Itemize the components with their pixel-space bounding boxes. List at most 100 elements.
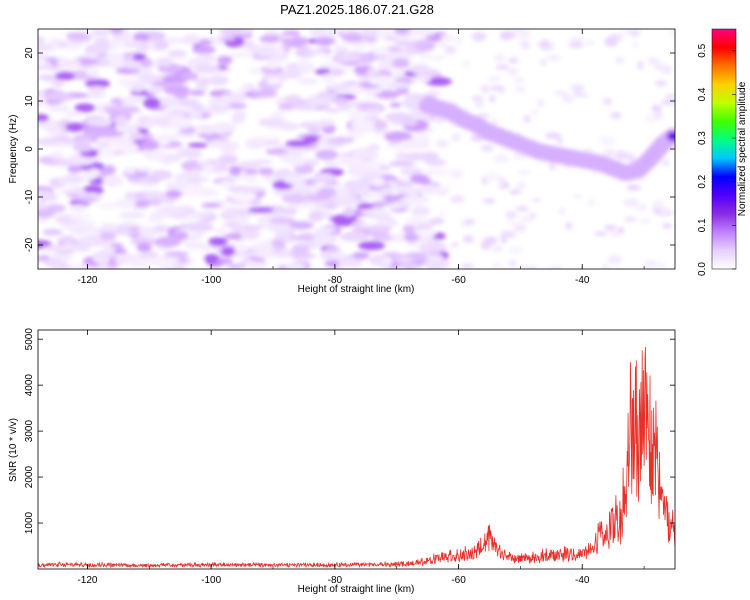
heatmap-cell [336,54,361,62]
heatmap-cell [531,110,539,115]
heatmap-cell [647,57,660,65]
heatmap-cell [97,149,114,161]
heatmap-cell [150,169,173,181]
heatmap-cell [338,155,355,166]
heatmap-cell [275,34,296,40]
heatmap-cell [123,40,140,48]
heatmap-cell [518,169,531,176]
heatmap-cell [217,55,233,65]
heatmap-cell [218,154,239,165]
snr-series-line [38,346,675,569]
snr-panel: -120 -100 -80 -60 -40 1000 2000 3000 4000 5000 H… [8,328,676,595]
spectrogram-x-tick-label: -40 [575,275,590,286]
heatmap-cell [65,110,82,118]
colorbar-tick-label: 0.1 [697,218,708,232]
heatmap-cell [92,253,107,264]
spectrogram-heat-layer [38,29,675,269]
heatmap-cell [451,242,459,248]
heatmap-cell [245,138,265,150]
heatmap-cell [193,64,221,74]
spectrogram-x-tick-label: -80 [328,275,343,286]
heatmap-cell [444,45,457,55]
heatmap-cell [388,161,415,167]
heatmap-cell [391,232,407,243]
heatmap-cell [186,176,209,182]
heatmap-cell [512,29,527,37]
heatmap-cell [188,89,206,96]
heatmap-cell [426,253,444,261]
heatmap-cell [419,54,434,60]
heatmap-cell [112,248,128,254]
heatmap-cell [258,49,277,57]
heatmap-cell [218,36,236,42]
heatmap-cell [498,177,506,183]
heatmap-cell [271,239,286,248]
heatmap-cell [233,214,251,223]
snr-y-axis: 1000 2000 3000 4000 5000 [24,328,675,534]
snr-y-tick-label: 5000 [24,328,35,351]
heatmap-cell [634,205,644,211]
heatmap-cell [324,246,341,253]
heatmap-cell [500,30,516,40]
heatmap-cell [265,148,287,155]
heatmap-cell [514,86,527,93]
heatmap-cell [259,35,281,43]
heatmap-cell [91,29,110,37]
heatmap-cell [172,131,198,138]
heatmap-cell [331,251,346,260]
heatmap-cell [601,138,617,146]
heatmap-cell [136,115,149,125]
heatmap-cell [54,160,75,167]
heatmap-cell [152,119,171,126]
heatmap-cell [309,96,332,108]
heatmap-cell [632,42,639,47]
heatmap-cell [380,187,394,198]
heatmap-cell [471,31,487,42]
heatmap-cell [330,41,350,49]
heatmap-cell [370,177,386,187]
heatmap-cell [393,40,417,47]
heatmap-cell [615,57,624,64]
heatmap-cell [528,212,537,219]
spectrogram-x-axis: -120 -100 -80 -60 -40 [77,29,645,286]
heatmap-cell [321,54,336,60]
heatmap-cell [280,248,293,258]
heatmap-cell [610,230,620,239]
heatmap-cell [220,246,236,257]
heatmap-cell [660,98,675,106]
heatmap-cell [368,75,396,86]
heatmap-cell [432,232,446,240]
heatmap-cell [283,206,298,216]
heatmap-cell [348,188,361,197]
heatmap-cell [403,152,428,161]
heatmap-cell [523,114,531,123]
heatmap-cell [536,98,545,108]
snr-y-tick-label: 3000 [24,420,35,443]
heatmap-cell [72,143,94,153]
heatmap-cell [532,197,541,202]
spectrogram-y-tick-label: 20 [24,47,35,59]
heatmap-cell [187,142,208,148]
heatmap-cell [186,221,214,233]
heatmap-cell [207,97,233,106]
heatmap-cell [228,52,254,59]
snr-y-tick-label: 2000 [24,466,35,489]
heatmap-cell [439,211,446,218]
heatmap-cell [181,34,201,45]
heatmap-cell [298,63,316,74]
colorbar-tick-label: 0.3 [697,131,708,145]
colorbar-frame [711,28,737,270]
heatmap-cell [259,43,274,49]
heatmap-cell [315,149,339,160]
heatmap-cell [507,67,519,76]
heatmap-cell [384,131,413,142]
heatmap-cell [61,243,76,251]
heatmap-cell [372,46,391,57]
heatmap-cell [175,98,199,107]
heatmap-cell [508,246,524,255]
snr-x-tick-label: -80 [328,575,343,586]
heatmap-cell [661,158,670,168]
heatmap-cell [482,236,498,245]
heatmap-cell [204,104,230,114]
heatmap-cell [401,118,418,127]
